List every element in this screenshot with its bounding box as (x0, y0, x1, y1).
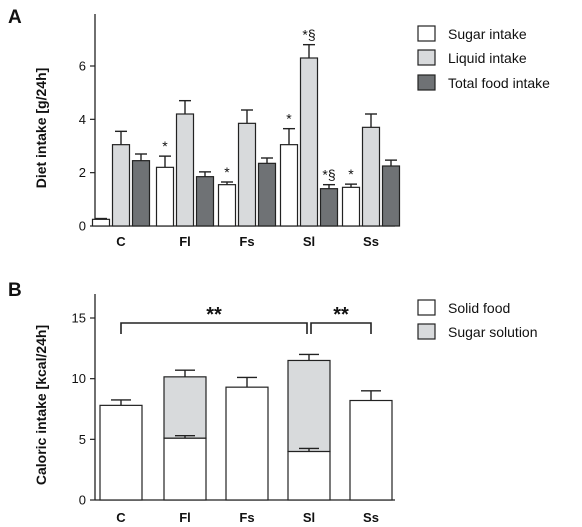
panel-b-bar-segment (287, 450, 331, 501)
panel-b-x-tick-label: Ss (363, 510, 379, 525)
panel-a-y-tick-label: 2 (79, 165, 86, 180)
panel-b-chart: B 0 5 10 15 Caloric intake [kcal/24h] C Fl Fs Sl S… (8, 280, 538, 525)
panel-a-bar (217, 184, 237, 227)
panel-b-legend-label: Solid food (448, 300, 510, 316)
panel-a-bar (155, 166, 175, 227)
panel-a-bar (131, 160, 151, 227)
panel-b-x-tick-label: Fl (179, 510, 191, 525)
panel-a-bar (319, 188, 339, 227)
panel-b-legend-swatch (417, 299, 436, 316)
panel-b-bar-segment (225, 386, 269, 501)
panel-b-bar-segment (287, 359, 331, 453)
panel-a-y-tick-label: 0 (79, 219, 86, 234)
panel-a-bar (257, 162, 277, 227)
panel-a-legend-label: Liquid intake (448, 50, 527, 66)
panel-a-significance-mark: * (224, 164, 230, 180)
panel-a-bar (361, 126, 381, 227)
panel-a-bar (279, 144, 299, 227)
panel-b-bar-segment (99, 404, 143, 501)
panel-b-letter: B (8, 280, 22, 301)
panel-b-y-tick-label: 10 (72, 371, 86, 386)
panel-a-bar (237, 122, 257, 227)
panel-a-significance-mark: *§ (322, 167, 335, 183)
panel-a-significance-mark: * (348, 166, 354, 182)
panel-b-bar-segment (163, 376, 207, 439)
panel-a-legend-label: Total food intake (448, 75, 550, 91)
panel-b-y-tick-label: 0 (79, 493, 86, 508)
panel-b-bar-segment (349, 399, 393, 501)
panel-a-x-tick-label: Sl (303, 234, 315, 249)
panel-a-bar (111, 144, 131, 227)
panel-a-chart: A 0 2 4 6 Diet intake [g/24h] C Fl Fs Sl Ss * * * *§ *§… (8, 7, 550, 249)
panel-a-bar (91, 218, 111, 227)
panel-a-legend-swatch (417, 74, 436, 91)
panel-a-x-tick-label: Ss (363, 234, 379, 249)
panel-a-significance-mark: * (162, 138, 168, 154)
panel-a-significance-mark: *§ (302, 27, 315, 43)
panel-a-y-axis-label: Diet intake [g/24h] (33, 68, 49, 189)
panel-a-bar (175, 113, 195, 227)
panel-b-bar-segment (163, 437, 207, 501)
panel-b-y-axis-label: Caloric intake [kcal/24h] (33, 325, 49, 485)
panel-b-significance-label: ** (333, 304, 349, 326)
panel-b-significance-label: ** (206, 304, 222, 326)
panel-a-legend-swatch (417, 25, 436, 42)
panel-a-bar (299, 57, 319, 227)
panel-b-x-tick-label: Fs (239, 510, 254, 525)
panel-a-bar (381, 165, 401, 227)
panel-a-bar (195, 176, 215, 227)
panel-b-significance-bracket (120, 322, 308, 334)
panel-b-legend-label: Sugar solution (448, 324, 538, 340)
panel-a-legend-swatch (417, 49, 436, 66)
panel-a-legend-label: Sugar intake (448, 26, 527, 42)
panel-a-significance-mark: * (286, 111, 292, 127)
panel-b-x-tick-label: Sl (303, 510, 315, 525)
panel-a-y-tick-label: 6 (79, 59, 86, 74)
panel-b-legend-swatch (417, 323, 436, 340)
panel-a-x-tick-label: Fl (179, 234, 191, 249)
panel-a-bar (341, 186, 361, 227)
panel-b-y-tick-label: 5 (79, 432, 86, 447)
panel-a-x-tick-label: Fs (239, 234, 254, 249)
panel-a-x-tick-label: C (116, 234, 126, 249)
panel-a-letter: A (8, 7, 22, 28)
panel-a-y-tick-label: 4 (79, 112, 86, 127)
panel-b-significance-bracket (310, 322, 372, 334)
panel-b-x-tick-label: C (116, 510, 126, 525)
panel-b-y-tick-label: 15 (72, 311, 86, 326)
